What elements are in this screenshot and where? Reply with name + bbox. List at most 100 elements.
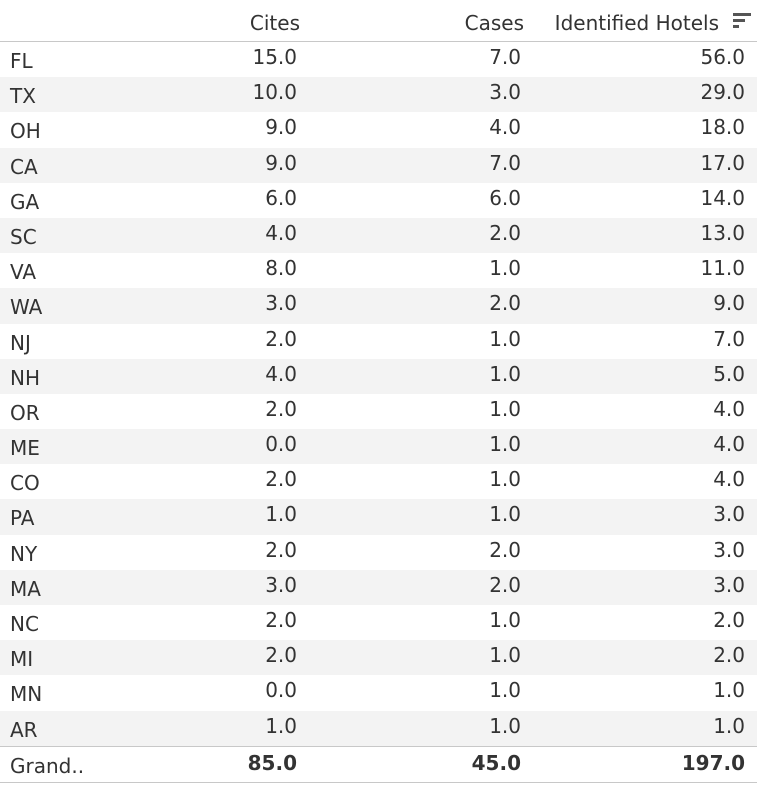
cell-cases: 1.0	[489, 256, 521, 281]
cell-cases: 6.0	[489, 185, 521, 210]
cell-cites: 2.0	[265, 643, 297, 668]
grand-total-cases: 45.0	[471, 751, 521, 775]
table-row[interactable]: NY 2.0 2.0 3.0	[0, 535, 757, 570]
table-row[interactable]: MN 0.0 1.0 1.0	[0, 675, 757, 710]
column-header-row: Cites Cases Identified Hotels	[0, 0, 757, 42]
row-state-label: NH	[10, 365, 40, 390]
cell-cites: 9.0	[265, 115, 297, 140]
cell-identified-hotels: 2.0	[713, 643, 745, 668]
table-row[interactable]: MI 2.0 1.0 2.0	[0, 640, 757, 676]
sort-descending-icon[interactable]	[733, 13, 751, 29]
row-state-label: TX	[10, 84, 36, 109]
cell-cites: 2.0	[265, 537, 297, 562]
cell-identified-hotels: 1.0	[713, 678, 745, 703]
cell-cites: 0.0	[265, 432, 297, 457]
row-state-label: NY	[10, 541, 38, 566]
row-state-label: MA	[10, 576, 41, 601]
table-row[interactable]: TX 10.0 3.0 29.0	[0, 77, 757, 113]
table-row[interactable]: ME 0.0 1.0 4.0	[0, 429, 757, 465]
cell-cases: 2.0	[489, 220, 521, 245]
table-row[interactable]: MA 3.0 2.0 3.0	[0, 569, 757, 605]
table-row[interactable]: GA 6.0 6.0 14.0	[0, 183, 757, 218]
cell-cites: 9.0	[265, 150, 297, 175]
grand-total-hotels: 197.0	[681, 751, 745, 775]
row-state-label: CA	[10, 154, 38, 179]
cell-cites: 4.0	[265, 220, 297, 245]
column-header-cites[interactable]: Cites	[249, 11, 300, 35]
cell-cases: 7.0	[489, 45, 521, 69]
row-state-label: ME	[10, 436, 40, 461]
row-state-label: CO	[10, 471, 40, 496]
row-state-label: SC	[10, 224, 37, 249]
table-row[interactable]: NJ 2.0 1.0 7.0	[0, 324, 757, 359]
table-row[interactable]: VA 8.0 1.0 11.0	[0, 253, 757, 288]
row-state-label: FL	[10, 49, 33, 73]
cell-cites: 8.0	[265, 256, 297, 281]
table-row[interactable]: SC 4.0 2.0 13.0	[0, 217, 757, 254]
table-row[interactable]: PA 1.0 1.0 3.0	[0, 499, 757, 535]
cell-identified-hotels: 3.0	[713, 537, 745, 562]
table-row[interactable]: CA 9.0 7.0 17.0	[0, 147, 757, 183]
table-body: FL 15.0 7.0 56.0 TX 10.0 3.0 29.0 OH 9.0 4.0 18.0 CA…	[0, 42, 757, 746]
table-row[interactable]: AR 1.0 1.0 1.0	[0, 710, 757, 746]
cell-cites: 15.0	[252, 45, 297, 69]
cell-cases: 1.0	[489, 467, 521, 492]
cell-identified-hotels: 1.0	[713, 713, 745, 738]
row-state-label: PA	[10, 506, 35, 531]
table-row[interactable]: NC 2.0 1.0 2.0	[0, 605, 757, 640]
cell-identified-hotels: 18.0	[700, 115, 745, 140]
cell-cites: 2.0	[265, 467, 297, 492]
cell-cites: 1.0	[265, 502, 297, 527]
cell-cases: 7.0	[489, 150, 521, 175]
cell-cases: 1.0	[489, 326, 521, 351]
cell-cases: 1.0	[489, 396, 521, 421]
cell-identified-hotels: 3.0	[713, 572, 745, 597]
row-state-label: AR	[10, 717, 38, 742]
row-state-label: MN	[10, 682, 43, 707]
column-header-cases[interactable]: Cases	[464, 11, 524, 35]
row-state-label: NJ	[10, 330, 31, 355]
cell-identified-hotels: 17.0	[700, 150, 745, 175]
cell-cases: 1.0	[489, 502, 521, 527]
row-state-label: OH	[10, 119, 41, 144]
row-state-label: WA	[10, 295, 43, 320]
column-header-identified-hotels[interactable]: Identified Hotels	[554, 11, 719, 35]
cell-cases: 3.0	[489, 80, 521, 105]
cell-identified-hotels: 9.0	[713, 291, 745, 316]
cell-identified-hotels: 13.0	[700, 220, 745, 245]
cell-cites: 3.0	[265, 572, 297, 597]
row-state-label: VA	[10, 260, 37, 285]
cell-cites: 2.0	[265, 608, 297, 632]
cell-identified-hotels: 5.0	[713, 361, 745, 386]
cell-cites: 2.0	[265, 396, 297, 421]
table-row[interactable]: NH 4.0 1.0 5.0	[0, 358, 757, 394]
table-row[interactable]: WA 3.0 2.0 9.0	[0, 288, 757, 324]
row-state-label: NC	[10, 612, 39, 636]
cell-identified-hotels: 4.0	[713, 396, 745, 421]
cell-cases: 2.0	[489, 537, 521, 562]
cell-cases: 4.0	[489, 115, 521, 140]
cell-identified-hotels: 14.0	[700, 185, 745, 210]
grand-total-label: Grand..	[10, 754, 85, 778]
cell-cites: 4.0	[265, 361, 297, 386]
cell-cites: 10.0	[252, 80, 297, 105]
cell-cases: 1.0	[489, 608, 521, 632]
row-state-label: GA	[10, 189, 40, 214]
cell-cites: 6.0	[265, 185, 297, 210]
row-state-label: OR	[10, 400, 40, 425]
cell-identified-hotels: 3.0	[713, 502, 745, 527]
cell-cases: 2.0	[489, 291, 521, 316]
table-row[interactable]: OR 2.0 1.0 4.0	[0, 394, 757, 429]
cell-cases: 1.0	[489, 432, 521, 457]
table-row[interactable]: OH 9.0 4.0 18.0	[0, 112, 757, 147]
row-state-label: MI	[10, 647, 34, 672]
table-row[interactable]: FL 15.0 7.0 56.0	[0, 42, 757, 77]
cell-identified-hotels: 11.0	[700, 256, 745, 281]
cell-cases: 1.0	[489, 643, 521, 668]
grand-total-cites: 85.0	[247, 751, 297, 775]
cell-identified-hotels: 4.0	[713, 467, 745, 492]
cell-cites: 1.0	[265, 713, 297, 738]
cell-cites: 3.0	[265, 291, 297, 316]
table-row[interactable]: CO 2.0 1.0 4.0	[0, 464, 757, 499]
